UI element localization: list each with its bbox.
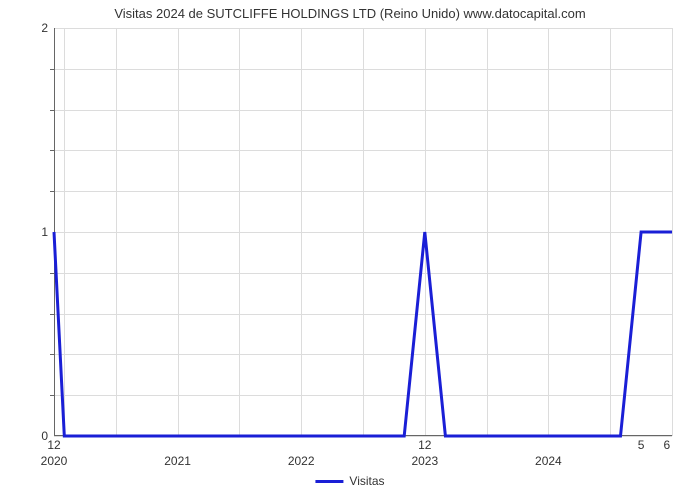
y-minor-tick bbox=[50, 150, 54, 151]
legend: Visitas bbox=[315, 474, 384, 488]
y-minor-tick bbox=[50, 395, 54, 396]
x-year-label: 2021 bbox=[164, 454, 191, 468]
plot-area: 012 12125620202021202220232024 bbox=[54, 28, 672, 436]
y-minor-tick bbox=[50, 191, 54, 192]
x-month-label: 12 bbox=[47, 438, 60, 452]
visits-chart: Visitas 2024 de SUTCLIFFE HOLDINGS LTD (… bbox=[0, 0, 700, 500]
y-minor-tick bbox=[50, 273, 54, 274]
chart-title: Visitas 2024 de SUTCLIFFE HOLDINGS LTD (… bbox=[0, 6, 700, 21]
x-year-label: 2024 bbox=[535, 454, 562, 468]
grid-vertical bbox=[672, 28, 673, 436]
y-tick-label: 2 bbox=[41, 21, 48, 35]
x-year-label: 2020 bbox=[41, 454, 68, 468]
legend-swatch bbox=[315, 480, 343, 483]
x-month-label: 12 bbox=[418, 438, 431, 452]
series-line bbox=[54, 28, 672, 436]
x-year-label: 2023 bbox=[411, 454, 438, 468]
y-minor-tick bbox=[50, 354, 54, 355]
x-month-label: 5 bbox=[638, 438, 645, 452]
legend-label: Visitas bbox=[349, 474, 384, 488]
y-minor-tick bbox=[50, 110, 54, 111]
x-month-label: 6 bbox=[664, 438, 671, 452]
y-minor-tick bbox=[50, 69, 54, 70]
x-year-label: 2022 bbox=[288, 454, 315, 468]
y-tick-label: 1 bbox=[41, 225, 48, 239]
y-minor-tick bbox=[50, 314, 54, 315]
